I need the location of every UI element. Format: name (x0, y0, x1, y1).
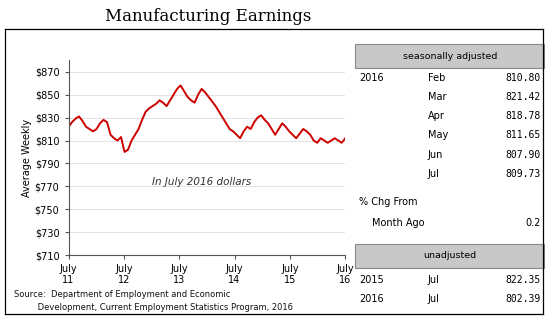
Text: 2015: 2015 (359, 275, 384, 285)
Text: In July 2016 dollars: In July 2016 dollars (151, 177, 251, 187)
Text: May: May (427, 130, 448, 140)
Text: Month Ago: Month Ago (372, 218, 425, 228)
Text: Apr: Apr (427, 111, 444, 121)
Text: 821.42: 821.42 (505, 92, 541, 102)
Text: Source:  Department of Employment and Economic: Source: Department of Employment and Eco… (14, 290, 230, 299)
Y-axis label: Average Weekly: Average Weekly (22, 119, 32, 197)
Text: unadjusted: unadjusted (424, 251, 476, 260)
FancyBboxPatch shape (356, 244, 544, 268)
Text: % Chg From: % Chg From (359, 197, 418, 207)
Text: 811.65: 811.65 (505, 130, 541, 140)
Text: Manufacturing Earnings: Manufacturing Earnings (105, 8, 311, 25)
Text: 822.35: 822.35 (505, 275, 541, 285)
Text: seasonally adjusted: seasonally adjusted (403, 52, 497, 61)
Text: Jul: Jul (427, 169, 439, 178)
Text: Jul: Jul (427, 275, 439, 285)
Text: 809.73: 809.73 (505, 169, 541, 178)
Text: 2016: 2016 (359, 294, 384, 304)
Text: Jul: Jul (427, 294, 439, 304)
Text: 2016: 2016 (359, 73, 384, 83)
Text: Feb: Feb (427, 73, 445, 83)
Text: Mar: Mar (427, 92, 446, 102)
FancyBboxPatch shape (356, 44, 544, 68)
Text: 818.78: 818.78 (505, 111, 541, 121)
Text: 0.2: 0.2 (526, 218, 541, 228)
Text: Development, Current Employment Statistics Program, 2016: Development, Current Employment Statisti… (14, 303, 293, 312)
Text: 810.80: 810.80 (505, 73, 541, 83)
Text: 807.90: 807.90 (505, 150, 541, 159)
Text: 802.39: 802.39 (505, 294, 541, 304)
Text: Jun: Jun (427, 150, 443, 159)
